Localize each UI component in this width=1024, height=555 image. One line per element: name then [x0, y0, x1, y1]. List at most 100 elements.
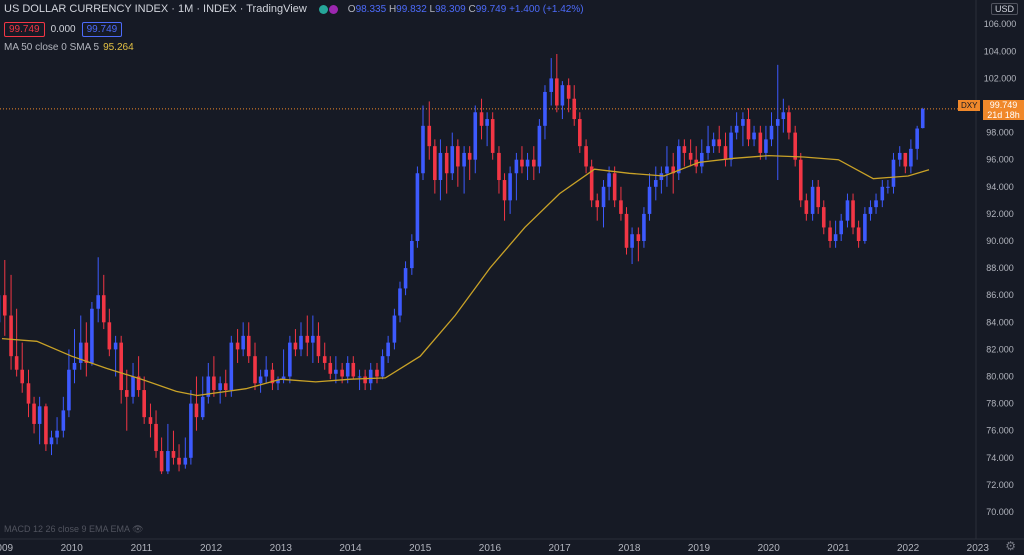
sell-button[interactable]: 99.749 — [4, 22, 45, 37]
candle-body — [560, 85, 565, 106]
candle-body — [706, 146, 710, 153]
candle-body — [78, 342, 83, 363]
eye-icon[interactable]: 👁 — [132, 524, 144, 534]
candle-body — [119, 342, 123, 391]
candle-body — [456, 146, 460, 167]
ma-label: MA 50 close 0 SMA 5 — [4, 42, 100, 53]
candle-body — [386, 342, 390, 357]
candle-body — [525, 159, 530, 167]
candle-body — [403, 268, 408, 289]
last-price-label: 99.749 21d 18h — [983, 100, 1024, 120]
candle-body — [26, 383, 31, 404]
x-tick-label: 2023 — [967, 543, 990, 554]
candle-body — [49, 437, 54, 445]
currency-button[interactable]: USD — [990, 3, 1018, 15]
market-status-icon — [318, 4, 328, 14]
candle-body — [171, 451, 176, 458]
candle-body — [281, 376, 286, 380]
candle-body — [433, 146, 437, 181]
candle-body — [886, 186, 890, 188]
y-tick-label: 76.000 — [986, 426, 1014, 436]
y-tick-label: 102.000 — [984, 73, 1017, 83]
candle-body — [200, 396, 205, 418]
candle-body — [520, 159, 524, 167]
candle-body — [136, 376, 141, 391]
candle-body — [166, 451, 170, 472]
candle-body — [810, 186, 815, 214]
candle-body — [746, 119, 751, 140]
x-tick-label: 2010 — [61, 543, 84, 554]
buy-button[interactable]: 99.749 — [81, 22, 123, 37]
candle-body — [741, 119, 745, 126]
candle-body — [549, 78, 554, 92]
candle-body — [322, 356, 327, 363]
gear-icon[interactable]: ⚙ — [1005, 539, 1016, 553]
candle-body — [253, 356, 257, 384]
candle-body — [903, 152, 908, 167]
candle-body — [665, 166, 669, 174]
candle-body — [514, 159, 519, 174]
candle-body — [299, 335, 303, 350]
candle-body — [532, 159, 536, 167]
symbol-header: US DOLLAR CURRENCY INDEX · 1M · INDEX · … — [4, 3, 584, 15]
y-tick-label: 80.000 — [986, 372, 1014, 382]
candle-body — [32, 403, 36, 424]
symbol-badge: DXY — [958, 100, 981, 111]
candle-body — [415, 173, 420, 241]
y-tick-label: 72.000 — [986, 480, 1014, 490]
candle-body — [316, 335, 321, 357]
candle-body — [194, 403, 199, 418]
candle-body — [624, 213, 629, 248]
x-tick-label: 2012 — [200, 543, 223, 554]
candle-body — [607, 173, 611, 187]
candle-body — [497, 152, 501, 181]
candle-body — [67, 369, 71, 411]
candle-body — [473, 112, 478, 160]
candle-body — [485, 119, 489, 126]
candle-body — [578, 119, 582, 147]
candle-body — [856, 227, 861, 241]
candle-body — [229, 342, 234, 391]
candle-body — [380, 356, 385, 377]
candle-body — [131, 376, 135, 397]
x-tick-label: 2009 — [0, 543, 14, 554]
candle-body — [682, 146, 687, 153]
candle-body — [787, 112, 791, 133]
candle-body — [490, 119, 495, 153]
candle-body — [218, 383, 222, 391]
candle-body — [909, 148, 913, 167]
candle-body — [177, 457, 181, 465]
candle-body — [793, 132, 797, 160]
candle-body — [305, 335, 310, 343]
y-tick-label: 90.000 — [986, 236, 1014, 246]
candle-body — [96, 295, 100, 309]
candle-body — [781, 112, 786, 120]
x-tick-label: 2014 — [339, 543, 362, 554]
candle-body — [467, 152, 472, 160]
candle-body — [450, 146, 455, 174]
candle-body — [142, 390, 146, 418]
candle-body — [90, 308, 94, 363]
x-tick-label: 2017 — [548, 543, 571, 554]
symbol-title[interactable]: US DOLLAR CURRENCY INDEX · 1M · INDEX · … — [4, 3, 307, 15]
candle-body — [258, 376, 263, 384]
candle-body — [334, 369, 338, 374]
x-tick-label: 2011 — [131, 543, 153, 554]
y-tick-label: 86.000 — [986, 290, 1014, 300]
candle-body — [920, 108, 925, 129]
ma-legend[interactable]: MA 50 close 0 SMA 5 95.264 — [4, 42, 134, 53]
x-tick-label: 2022 — [897, 543, 920, 554]
spread-value: 0.000 — [50, 24, 76, 35]
candle-body — [345, 362, 350, 377]
macd-legend[interactable]: MACD 12 26 close 9 EMA EMA 👁 — [4, 524, 144, 535]
x-tick-label: 2021 — [827, 543, 850, 554]
y-tick-label: 70.000 — [986, 507, 1014, 517]
candle-body — [752, 132, 756, 140]
candle-body — [444, 152, 449, 174]
candle-body — [55, 430, 59, 438]
candle-body — [537, 125, 542, 167]
ma-line — [1, 154, 930, 397]
candle-body — [235, 342, 240, 350]
candle-body — [154, 423, 158, 452]
